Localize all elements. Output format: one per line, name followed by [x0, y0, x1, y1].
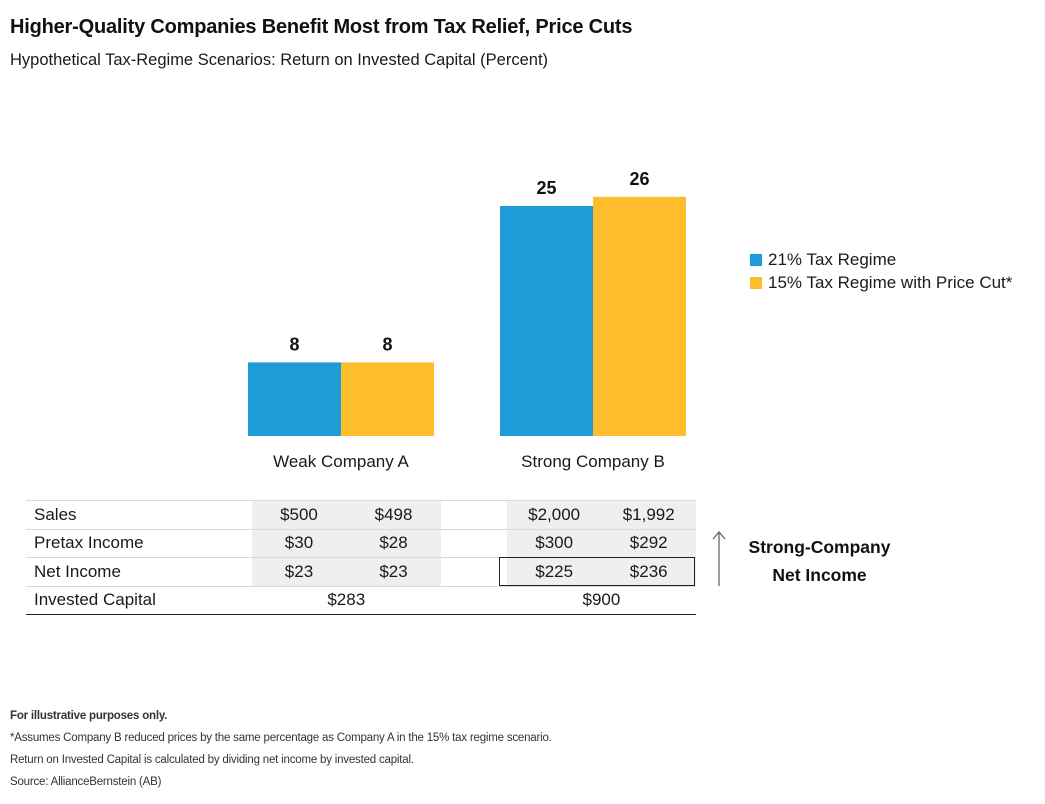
- legend-item-21: 21% Tax Regime: [750, 248, 1012, 271]
- cell-a-21: $23: [251, 557, 347, 587]
- data-label-company-a-series-1: 8: [289, 334, 299, 354]
- table-row-invested-capital: Invested Capital $283 $900: [26, 586, 696, 615]
- financials-table: Sales $500 $498 $2,000 $1,992 Pretax Inc…: [26, 500, 696, 615]
- cell-b-15: $1,992: [601, 500, 696, 530]
- cell-b-21: $2,000: [506, 500, 602, 530]
- legend-swatch-21: [750, 253, 762, 266]
- bar-company-a-series-1: [248, 362, 341, 436]
- chart-subtitle: Hypothetical Tax-Regime Scenarios: Retur…: [10, 51, 549, 69]
- chart-title: Higher-Quality Companies Benefit Most fr…: [10, 16, 633, 38]
- bar-company-b-series-2: [593, 196, 686, 436]
- note-line-2: Net Income: [772, 565, 867, 585]
- up-arrow-icon: [712, 531, 726, 586]
- footnote-roic-definition: Return on Invested Capital is calculated…: [10, 754, 414, 766]
- data-label-company-b-series-2: 26: [629, 169, 649, 189]
- table-row-sales: Sales $500 $498 $2,000 $1,992: [26, 500, 696, 530]
- table-row-net-income: Net Income $23 $23 $225 $236: [26, 557, 696, 587]
- legend-label-15: 15% Tax Regime with Price Cut*: [768, 272, 1013, 292]
- cell-a-15: $23: [346, 557, 441, 587]
- cell-a-merged: $283: [251, 586, 441, 615]
- legend-item-15: 15% Tax Regime with Price Cut*: [750, 271, 1012, 294]
- legend-swatch-15: [750, 276, 762, 289]
- cell-b-15: $292: [601, 529, 696, 558]
- data-label-company-b-series-1: 25: [536, 178, 556, 198]
- row-label: Sales: [26, 500, 252, 530]
- cell-b-15: $236: [601, 557, 696, 587]
- bar-company-b-series-1: [500, 206, 593, 436]
- footnote-assumption: *Assumes Company B reduced prices by the…: [10, 732, 552, 744]
- data-label-company-a-series-2: 8: [382, 334, 392, 354]
- category-label-strong-company-b: Strong Company B: [521, 452, 665, 471]
- category-label-weak-company-a: Weak Company A: [273, 452, 409, 471]
- row-label: Invested Capital: [26, 586, 252, 615]
- footnote-illustrative: For illustrative purposes only.: [10, 710, 168, 722]
- cell-a-21: $30: [251, 529, 347, 558]
- bar-chart: 8 25 8 26: [248, 169, 686, 436]
- cell-a-15: $28: [346, 529, 441, 558]
- strong-company-net-income-note: Strong-Company Net Income: [732, 533, 907, 589]
- row-label: Net Income: [26, 557, 252, 587]
- footnote-source: Source: AllianceBernstein (AB): [10, 776, 162, 788]
- cell-b-21: $300: [506, 529, 602, 558]
- cell-b-merged: $900: [506, 586, 696, 615]
- row-label: Pretax Income: [26, 529, 252, 558]
- bar-company-a-series-2: [341, 362, 434, 436]
- cell-a-15: $498: [346, 500, 441, 530]
- note-line-1: Strong-Company: [748, 537, 891, 557]
- legend: 21% Tax Regime 15% Tax Regime with Price…: [750, 248, 1012, 294]
- legend-label-21: 21% Tax Regime: [768, 249, 897, 269]
- cell-a-21: $500: [251, 500, 347, 530]
- table-row-pretax-income: Pretax Income $30 $28 $300 $292: [26, 529, 696, 558]
- net-income-highlight-box: [499, 557, 695, 586]
